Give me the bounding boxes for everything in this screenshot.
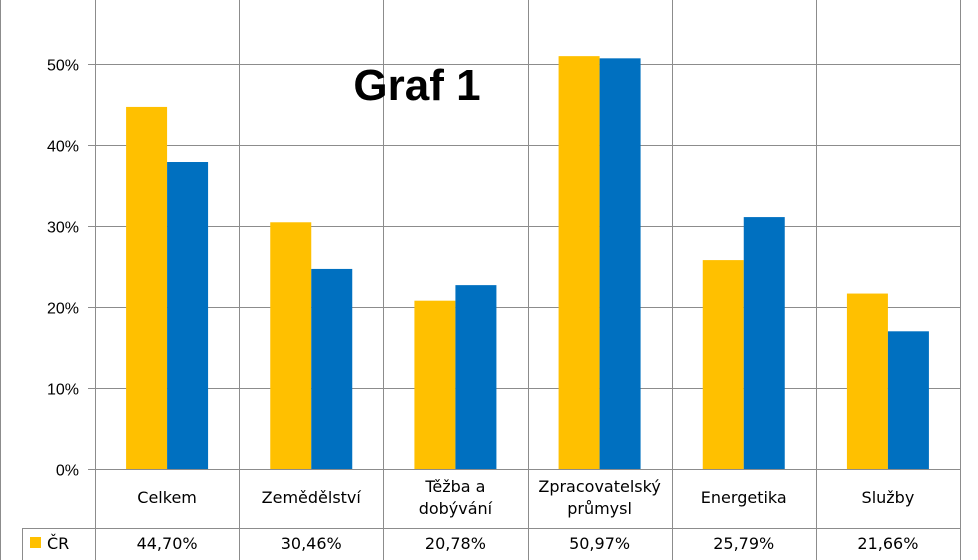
bar-series-1-3 bbox=[599, 58, 641, 469]
data-table-value: 25,79% bbox=[713, 534, 774, 553]
category-label: Těžba a dobývání bbox=[419, 477, 493, 518]
y-tick-label: 20% bbox=[47, 301, 79, 318]
bar-series-0-0 bbox=[126, 106, 168, 470]
data-table-value: 30,46% bbox=[281, 534, 342, 553]
bar-series-1-0 bbox=[167, 162, 209, 469]
category-label: Zpracovatelský průmysl bbox=[538, 477, 660, 518]
y-tick-label: 30% bbox=[47, 220, 79, 237]
y-tick-label: 10% bbox=[47, 382, 79, 399]
category-label: Zemědělství bbox=[262, 488, 362, 507]
y-tick-label: 0% bbox=[56, 463, 79, 480]
category-label: Služby bbox=[862, 488, 915, 507]
bar-series-0-2 bbox=[414, 300, 456, 469]
category-label: Energetika bbox=[701, 488, 787, 507]
bar-series-1-1 bbox=[311, 268, 353, 469]
data-table-value: 50,97% bbox=[569, 534, 630, 553]
category-label: Celkem bbox=[137, 488, 197, 507]
legend-label-cr: ČR bbox=[47, 534, 69, 553]
chart-title: Graf 1 bbox=[353, 61, 480, 110]
bar-series-0-3 bbox=[558, 56, 600, 469]
bar-series-0-4 bbox=[702, 260, 744, 469]
data-table-value: 20,78% bbox=[425, 534, 486, 553]
data-table-value: 44,70% bbox=[137, 534, 198, 553]
y-tick-label: 40% bbox=[47, 139, 79, 156]
y-tick-label: 50% bbox=[47, 58, 79, 75]
legend-swatch-cr bbox=[30, 537, 41, 548]
bar-series-0-1 bbox=[270, 222, 312, 469]
bar-series-0-5 bbox=[846, 293, 888, 469]
bar-series-1-2 bbox=[455, 285, 497, 469]
data-table-value: 21,66% bbox=[857, 534, 918, 553]
bar-series-1-5 bbox=[887, 331, 929, 469]
bar-series-1-4 bbox=[743, 217, 785, 469]
